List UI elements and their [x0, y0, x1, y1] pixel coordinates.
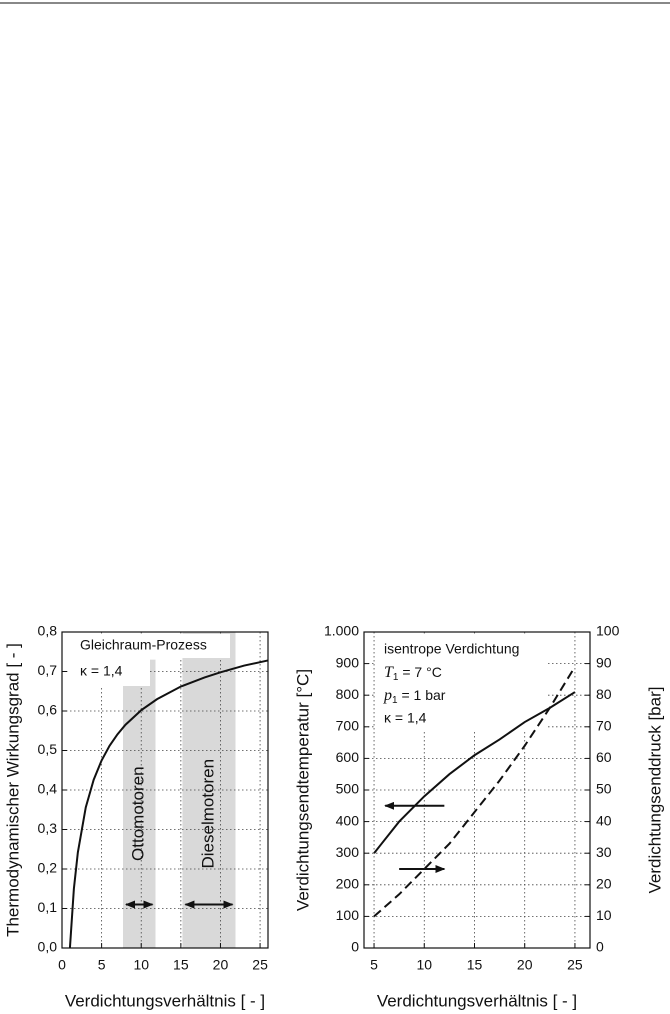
annotation-symbol: T — [384, 664, 394, 681]
y-tick-label: 0,3 — [38, 820, 58, 836]
y-tick-label: 800 — [336, 686, 360, 702]
y2-axis-title: Verdichtungsenddruck [bar] — [645, 687, 664, 894]
annotation: isentrope Verdichtung — [384, 641, 519, 657]
x-tick-label: 10 — [416, 957, 432, 973]
annotation-bg — [70, 634, 230, 658]
y-tick-label: 900 — [336, 654, 360, 670]
x-tick-label: 20 — [213, 957, 229, 973]
annotation-text: = 7 °C — [398, 664, 441, 680]
y2-tick-label: 20 — [596, 876, 612, 892]
y-tick-label: 1.000 — [324, 623, 359, 639]
annotation: κ = 1,4 — [384, 710, 427, 726]
y-tick-label: 500 — [336, 781, 360, 797]
y-tick-label: 0,6 — [38, 702, 58, 718]
annotation: Gleichraum-Prozess — [80, 637, 207, 653]
x-tick-label: 20 — [517, 957, 533, 973]
x-axis-title: Verdichtungsverhältnis [ - ] — [65, 991, 265, 1010]
y-tick-label: 300 — [336, 844, 360, 860]
y2-tick-label: 30 — [596, 844, 612, 860]
y2-tick-label: 70 — [596, 718, 612, 734]
x-tick-label: 15 — [173, 957, 189, 973]
annotation-subscript: 1 — [392, 695, 398, 706]
y-tick-label: 0,4 — [38, 781, 58, 797]
band-label: Ottomotoren — [129, 766, 148, 861]
y-tick-label: 0 — [351, 939, 359, 955]
x-tick-label: 15 — [467, 957, 483, 973]
annotation: p1 = 1 bar — [383, 687, 446, 706]
y-axis-title: Thermodynamischer Wirkungsgrad [ - ] — [3, 643, 22, 937]
y-tick-label: 200 — [336, 876, 360, 892]
y2-tick-label: 90 — [596, 654, 612, 670]
y2-tick-label: 60 — [596, 749, 612, 765]
annotation: κ = 1,4 — [80, 663, 123, 679]
y-tick-label: 0,1 — [38, 899, 58, 915]
x-axis-title: Verdichtungsverhältnis [ - ] — [377, 991, 577, 1010]
y-tick-label: 0,0 — [38, 939, 58, 955]
x-tick-label: 10 — [133, 957, 149, 973]
y-tick-label: 0,2 — [38, 860, 58, 876]
band — [123, 659, 156, 948]
y-tick-label: 700 — [336, 718, 360, 734]
band-label: Dieselmotoren — [198, 759, 217, 869]
y2-tick-label: 10 — [596, 907, 612, 923]
x-tick-label: 5 — [370, 957, 378, 973]
y-axis-title: Verdichtungsendtemperatur [°C] — [293, 669, 312, 911]
annotation: T1 = 7 °C — [384, 664, 442, 683]
x-tick-label: 5 — [98, 957, 106, 973]
annotation-bg — [70, 658, 150, 686]
y-tick-label: 600 — [336, 749, 360, 765]
y2-tick-label: 0 — [596, 939, 604, 955]
x-tick-label: 25 — [567, 957, 583, 973]
annotation-bg — [376, 636, 546, 730]
y-tick-label: 100 — [336, 907, 360, 923]
y2-tick-label: 100 — [596, 623, 620, 639]
y2-tick-label: 50 — [596, 781, 612, 797]
y-tick-label: 0,5 — [38, 741, 58, 757]
data-line — [68, 659, 269, 949]
y-tick-label: 0,8 — [38, 623, 58, 639]
annotation-symbol: p — [383, 687, 392, 704]
y2-tick-label: 80 — [596, 686, 612, 702]
y-tick-label: 0,7 — [38, 662, 58, 678]
y-tick-label: 400 — [336, 812, 360, 828]
y2-tick-label: 40 — [596, 812, 612, 828]
annotation-text: = 1 bar — [398, 687, 446, 703]
x-tick-label: 0 — [58, 957, 66, 973]
annotation-subscript: 1 — [393, 672, 399, 683]
data-line — [373, 666, 576, 918]
data-line — [373, 691, 576, 854]
x-tick-label: 25 — [252, 957, 268, 973]
